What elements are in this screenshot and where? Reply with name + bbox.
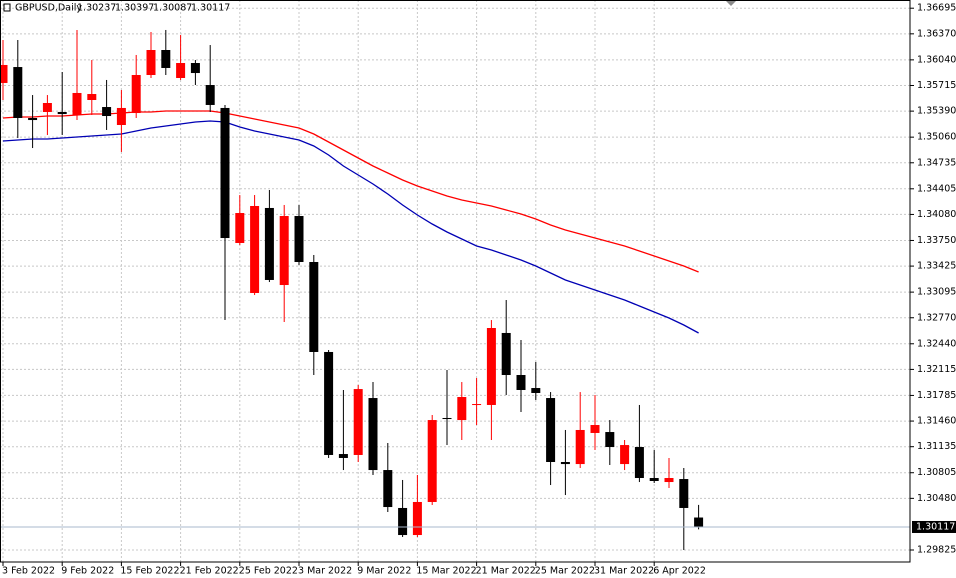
candle-body: [516, 375, 526, 390]
y-tick-label: 1.30480: [917, 493, 956, 504]
candle-body: [279, 216, 289, 286]
candle-body: [205, 85, 215, 105]
candle-body: [220, 107, 230, 239]
header-icon: [3, 3, 11, 12]
candle-body: [694, 517, 704, 527]
price-label-box: [912, 520, 956, 533]
y-tick-label: 1.31460: [917, 416, 956, 427]
price-label: 1.30117: [916, 521, 955, 532]
candle-body: [412, 501, 422, 536]
candle-body: [501, 332, 511, 376]
candle-body: [102, 107, 112, 117]
candle-body: [442, 417, 452, 420]
candle-body: [250, 205, 260, 293]
candle-body: [605, 432, 615, 448]
candle-body: [353, 389, 363, 455]
x-tick-label: 6 Apr 2022: [653, 566, 706, 577]
candle-body: [664, 478, 674, 483]
candle-body: [427, 420, 437, 502]
y-tick-label: 1.33750: [917, 235, 956, 246]
x-tick-label: 15 Mar 2022: [416, 566, 476, 577]
candle-body: [634, 447, 644, 479]
y-tick-label: 1.32440: [917, 338, 956, 349]
y-tick-label: 1.29825: [917, 545, 956, 556]
candle-body: [546, 398, 556, 462]
y-tick-label: 1.34080: [917, 209, 956, 220]
candle-body: [176, 63, 186, 78]
y-tick-label: 1.36040: [917, 54, 956, 65]
x-tick-label: 25 Feb 2022: [239, 566, 298, 577]
y-tick-label: 1.34735: [917, 157, 956, 168]
header-low: 1.30087: [153, 3, 192, 14]
candle-body: [0, 64, 8, 83]
candle-body: [116, 107, 126, 126]
plot: [0, 29, 910, 551]
candle-body: [190, 63, 200, 74]
candle-body: [294, 216, 304, 262]
x-tick-label: 31 Mar 2022: [594, 566, 654, 577]
candle-body: [28, 117, 38, 121]
shift-marker: [726, 1, 736, 6]
header-close: 1.30117: [191, 3, 230, 14]
candle-body: [620, 445, 630, 465]
candle-body: [42, 102, 52, 112]
y-tick-label: 1.35715: [917, 80, 956, 91]
candle-body: [398, 507, 408, 536]
y-tick-label: 1.32770: [917, 312, 956, 323]
candle-body: [309, 261, 319, 352]
candle-body: [87, 94, 97, 101]
candle-body: [560, 461, 570, 465]
y-tick-label: 1.31785: [917, 390, 956, 401]
x-tick-label: 9 Mar 2022: [357, 566, 411, 577]
candle-body: [649, 478, 659, 482]
header-high: 1.30397: [115, 3, 154, 14]
x-tick-label: 15 Feb 2022: [120, 566, 179, 577]
candle-body: [72, 92, 82, 115]
candle-body: [264, 207, 274, 280]
header: GBPUSD,Daily 1.30237 1.30397 1.30087 1.3…: [3, 3, 230, 14]
chart-title: GBPUSD,Daily: [15, 3, 82, 14]
candle-body: [324, 351, 334, 455]
y-tick-label: 1.34405: [917, 183, 956, 194]
x-tick-label: 9 Feb 2022: [61, 566, 114, 577]
candle-body: [161, 50, 171, 68]
candle-body: [338, 454, 348, 458]
candle-body: [131, 75, 141, 114]
x-tick-label: 25 Mar 2022: [535, 566, 595, 577]
moving-average: [2, 120, 699, 334]
x-tick-label: 21 Mar 2022: [476, 566, 536, 577]
axes: 1.36695 1.36370 1.36040 1.35715 1.35390 1.350…: [2, 3, 956, 577]
candle-body: [146, 50, 156, 76]
y-tick-label: 1.30805: [917, 467, 956, 478]
x-tick-label: 3 Feb 2022: [2, 566, 55, 577]
candle-body: [457, 397, 467, 421]
y-tick-label: 1.32115: [917, 364, 956, 375]
candle-body: [57, 111, 67, 115]
candle-body: [679, 479, 689, 508]
candle-body: [383, 470, 393, 508]
y-tick-label: 1.35060: [917, 132, 956, 143]
candle-body: [486, 328, 496, 405]
candle-body: [368, 398, 378, 471]
x-tick-label: 3 Mar 2022: [298, 566, 352, 577]
y-tick-label: 1.36695: [917, 3, 956, 14]
plot-frame: [0, 0, 911, 563]
y-tick-label: 1.35390: [917, 106, 956, 117]
header-open: 1.30237: [77, 3, 116, 14]
candle-body: [590, 425, 600, 433]
candle-body: [575, 429, 585, 465]
y-tick-label: 1.33095: [917, 287, 956, 298]
y-tick-label: 1.36370: [917, 28, 956, 39]
x-tick-label: 21 Feb 2022: [180, 566, 239, 577]
candle-body: [235, 213, 245, 243]
candle-body: [472, 404, 482, 406]
candle-body: [531, 388, 541, 393]
y-tick-label: 1.33425: [917, 261, 956, 272]
candle-body: [13, 67, 23, 118]
y-tick-label: 1.31135: [917, 441, 956, 452]
